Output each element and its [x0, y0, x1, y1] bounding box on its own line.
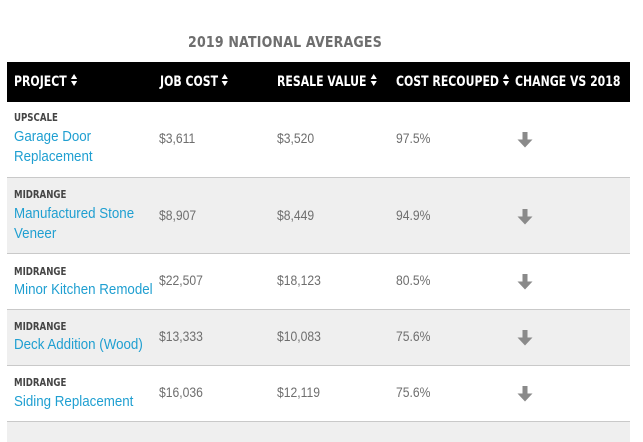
down-arrow-icon: [517, 386, 533, 402]
resale-value-cell: $18,123: [277, 273, 321, 288]
resale-value-cell: $3,520: [277, 131, 315, 146]
column-header-label: COST RECOUPED: [396, 74, 499, 90]
column-header-cost-recouped[interactable]: COST RECOUPED: [396, 62, 510, 102]
resale-value-cell: $10,083: [277, 329, 321, 344]
sort-icon[interactable]: [221, 62, 229, 102]
table-row: MIDRANGE Deck Addition (Wood) $13,333 $1…: [7, 310, 630, 366]
column-header-label: RESALE VALUE: [277, 74, 367, 90]
tier-label: MIDRANGE: [14, 377, 67, 389]
cost-recouped-cell: 75.6%: [396, 329, 431, 344]
sort-icon[interactable]: [370, 62, 377, 102]
job-cost-cell: $13,333: [159, 329, 203, 344]
table-title: 2019 NATIONAL AVERAGES: [188, 33, 382, 51]
tier-label: MIDRANGE: [14, 189, 67, 201]
project-link[interactable]: Garage Door Replacement: [14, 129, 93, 165]
column-header-change-vs-2018: CHANGE VS 2018: [515, 62, 620, 102]
sort-icon[interactable]: [502, 62, 510, 102]
project-link[interactable]: Siding Replacement: [14, 394, 134, 410]
job-cost-cell: $22,507: [159, 273, 203, 288]
cost-recouped-cell: 80.5%: [396, 273, 431, 288]
resale-value-cell: $8,449: [277, 208, 315, 223]
averages-table: PROJECT JOB COST RESALE VALUE COST RECOU…: [7, 62, 630, 442]
column-header-label: JOB COST: [160, 74, 219, 90]
column-header-project[interactable]: PROJECT: [14, 62, 77, 102]
table-row: MIDRANGE Manufactured Stone Veneer $8,90…: [7, 178, 630, 254]
project-link[interactable]: Manufactured Stone Veneer: [14, 206, 135, 242]
table-row: MIDRANGE Siding Replacement $16,036 $12,…: [7, 366, 630, 422]
job-cost-cell: $16,036: [159, 385, 203, 400]
table-row: [7, 422, 630, 442]
column-header-job-cost[interactable]: JOB COST: [160, 62, 229, 102]
cost-recouped-cell: 75.6%: [396, 385, 431, 400]
job-cost-cell: $8,907: [159, 208, 197, 223]
table-row: UPSCALE Garage Door Replacement $3,611 $…: [7, 102, 630, 178]
resale-value-cell: $12,119: [277, 385, 321, 400]
column-header-resale-value[interactable]: RESALE VALUE: [277, 62, 377, 102]
job-cost-cell: $3,611: [159, 131, 196, 146]
tier-label: MIDRANGE: [14, 266, 67, 278]
sort-icon[interactable]: [70, 62, 77, 102]
tier-label: MIDRANGE: [14, 321, 67, 333]
table-row: MIDRANGE Minor Kitchen Remodel $22,507 $…: [7, 254, 630, 310]
tier-label: UPSCALE: [14, 112, 58, 124]
down-arrow-icon: [517, 209, 533, 225]
down-arrow-icon: [517, 274, 533, 290]
cost-recouped-cell: 94.9%: [396, 208, 431, 223]
project-link[interactable]: Minor Kitchen Remodel: [14, 282, 153, 298]
column-header-label: CHANGE VS 2018: [515, 74, 621, 90]
cost-recouped-cell: 97.5%: [396, 131, 431, 146]
project-link[interactable]: Deck Addition (Wood): [14, 337, 143, 353]
column-header-label: PROJECT: [14, 74, 67, 90]
down-arrow-icon: [517, 330, 533, 346]
table-header: PROJECT JOB COST RESALE VALUE COST RECOU…: [7, 62, 630, 102]
down-arrow-icon: [517, 132, 533, 148]
